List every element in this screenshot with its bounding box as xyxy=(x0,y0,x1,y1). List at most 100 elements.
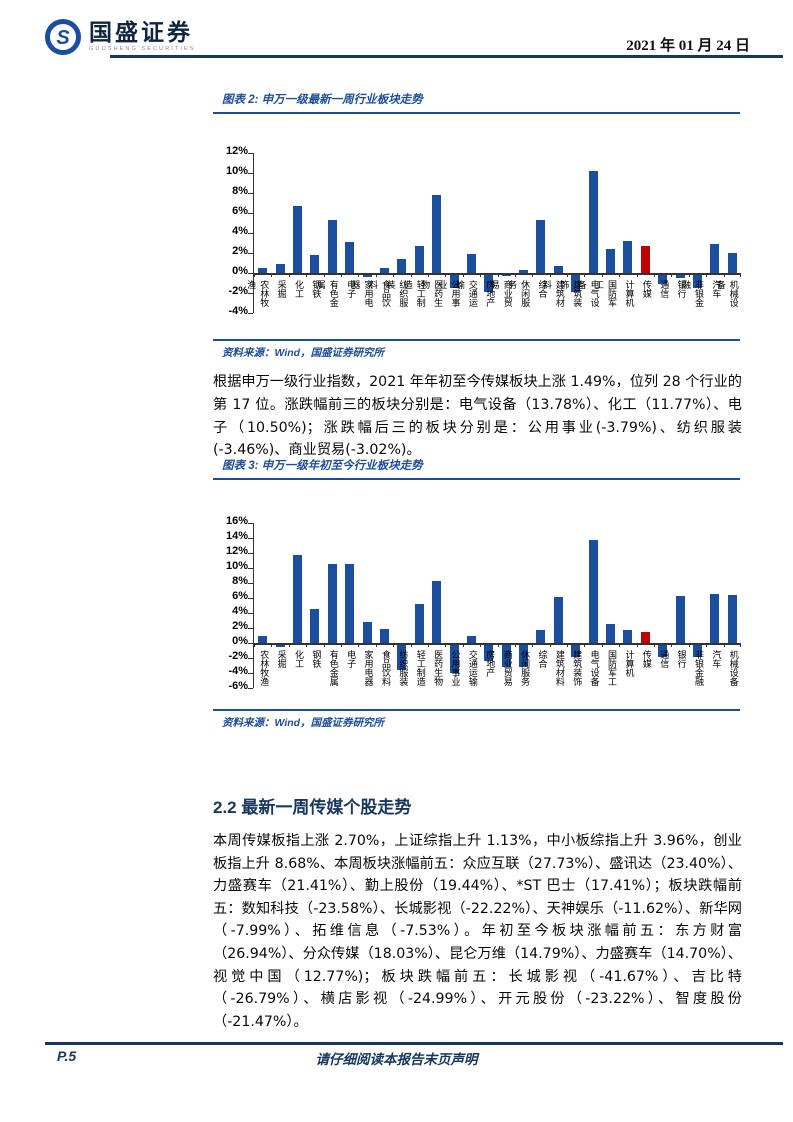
y-tick-label: 10% xyxy=(225,165,248,177)
brand-name-en: GUOSHENG SECURITIES xyxy=(89,46,196,53)
x-category-label: 国防军工 xyxy=(606,650,617,686)
y-tick-label: 16% xyxy=(225,515,248,527)
bar-农林牧渔 xyxy=(258,635,268,643)
x-tick-mark xyxy=(340,273,342,277)
x-category-label: 通信 xyxy=(658,280,669,298)
y-tick-mark xyxy=(248,628,253,629)
y-tick-mark xyxy=(248,233,253,234)
guosheng-logo-icon: S xyxy=(45,19,81,55)
bar-计算机 xyxy=(623,629,633,643)
y-tick-label: 4% xyxy=(232,225,248,237)
figure2-caption-block: 图表 2: 申万一级最新一周行业板块走势 xyxy=(213,91,740,114)
y-tick-mark xyxy=(248,583,253,584)
x-tick-mark xyxy=(445,643,447,647)
x-category-label: 商业贸易 xyxy=(488,280,512,307)
bar-钢铁 xyxy=(310,255,320,273)
y-tick-label: -2% xyxy=(228,285,248,297)
x-category-label: 银行 xyxy=(675,280,686,298)
x-category-label: 汽车 xyxy=(710,650,721,668)
x-tick-mark xyxy=(601,273,603,277)
x-category-label: 交通运输 xyxy=(466,650,477,686)
x-category-label: 电气设备 xyxy=(575,280,599,307)
y-tick-mark xyxy=(248,673,253,674)
x-category-label: 银行 xyxy=(675,650,686,668)
header-divider xyxy=(110,55,783,58)
x-tick-mark xyxy=(480,643,482,647)
x-category-label: 有色金属 xyxy=(314,280,338,307)
bar-电子 xyxy=(345,242,355,273)
bar-房地产 xyxy=(484,274,494,292)
bar-食品饮料 xyxy=(379,268,389,273)
bar-建筑装饰 xyxy=(571,274,581,292)
bar-计算机 xyxy=(623,241,633,273)
x-tick-mark xyxy=(514,273,516,277)
x-category-label: 综合 xyxy=(536,650,547,668)
x-category-label: 商业贸易 xyxy=(501,650,512,686)
y-tick-label: 4% xyxy=(232,605,248,617)
y-tick-mark xyxy=(248,293,253,294)
x-category-label: 综合 xyxy=(536,280,547,298)
x-category-label: 传媒 xyxy=(640,280,651,298)
bar-传媒 xyxy=(640,631,650,643)
x-tick-mark xyxy=(288,643,290,647)
x-category-label: 电子 xyxy=(345,650,356,668)
x-tick-mark xyxy=(427,273,429,277)
figure3-source-block: 资料来源：Wind，国盛证券研究所 xyxy=(213,709,740,730)
x-category-label: 计算机 xyxy=(623,280,634,307)
x-category-label: 纺织服装 xyxy=(397,650,408,686)
x-category-label: 休闲服务 xyxy=(506,280,530,307)
x-category-label: 轻工制造 xyxy=(414,650,425,686)
x-category-label: 汽车 xyxy=(710,280,721,298)
x-tick-mark xyxy=(688,273,690,277)
bar-商业贸易 xyxy=(501,644,511,668)
x-category-label: 电子 xyxy=(345,280,356,298)
bar-建筑材料 xyxy=(553,596,563,643)
x-category-label: 公用事业 xyxy=(436,280,460,307)
x-category-label: 通信 xyxy=(658,650,669,668)
y-tick-label: 10% xyxy=(225,560,248,572)
x-tick-mark xyxy=(740,273,741,277)
x-tick-mark xyxy=(271,273,273,277)
bar-商业贸易 xyxy=(501,274,511,276)
plot-area: 农林牧渔 采掘 化工 钢铁 有色金属 电子 家用电器 食品饮料 纺织服装 轻工制造 医药生物 公用事业… xyxy=(248,523,741,689)
bar-交通运输 xyxy=(466,635,476,643)
bar-有色金属 xyxy=(327,564,337,643)
brand-name-cn: 国盛证券 xyxy=(89,19,193,46)
x-category-label: 建筑装饰 xyxy=(571,650,582,686)
y-tick-mark xyxy=(248,688,253,689)
x-category-label: 房地产 xyxy=(484,650,495,677)
company-logo: S 国盛证券 GUOSHENG SECURITIES xyxy=(44,18,196,56)
bar-有色金属 xyxy=(327,220,337,273)
bar-钢铁 xyxy=(310,609,320,643)
bar-传媒 xyxy=(640,246,650,273)
y-tick-label: 12% xyxy=(225,145,248,157)
bar-综合 xyxy=(536,629,546,643)
x-tick-mark xyxy=(410,273,412,277)
y-tick-mark xyxy=(248,213,253,214)
x-category-label: 农林牧渔 xyxy=(245,280,269,307)
x-tick-mark xyxy=(340,643,342,647)
footer-divider xyxy=(45,1042,783,1045)
x-category-label: 农林牧渔 xyxy=(258,650,269,686)
svg-text:S: S xyxy=(56,27,70,49)
x-tick-mark xyxy=(706,273,708,277)
x-tick-mark xyxy=(393,273,395,277)
bar-通信 xyxy=(658,274,668,284)
bar-轻工制造 xyxy=(414,604,424,643)
y-tick-mark xyxy=(248,553,253,554)
footer-disclaimer: 请仔细阅读本报告末页声明 xyxy=(315,1052,478,1067)
bar-非银金融 xyxy=(693,644,703,658)
x-tick-mark xyxy=(706,643,708,647)
x-tick-mark xyxy=(654,273,656,277)
x-category-label: 电气设备 xyxy=(588,650,599,686)
x-category-label: 纺织服装 xyxy=(384,280,408,307)
x-tick-mark xyxy=(601,643,603,647)
ytd-sector-bar-chart: 16% 14% 12% 10% 8% 6% 4% 2% 0% -2% -4% -6% 农林牧渔 采掘 化工… xyxy=(215,515,741,708)
logo-text: 国盛证券 GUOSHENG SECURITIES xyxy=(89,21,196,53)
x-tick-mark xyxy=(497,643,499,647)
bar-家用电器 xyxy=(362,274,372,277)
bar-医药生物 xyxy=(432,195,442,273)
y-tick-label: 2% xyxy=(232,245,248,257)
y-tick-mark xyxy=(248,153,253,154)
x-tick-mark xyxy=(393,643,395,647)
